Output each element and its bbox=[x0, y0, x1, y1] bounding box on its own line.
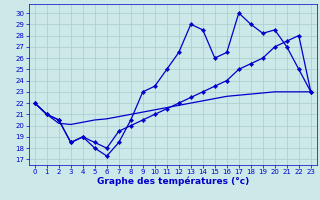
X-axis label: Graphe des températures (°c): Graphe des températures (°c) bbox=[97, 177, 249, 186]
